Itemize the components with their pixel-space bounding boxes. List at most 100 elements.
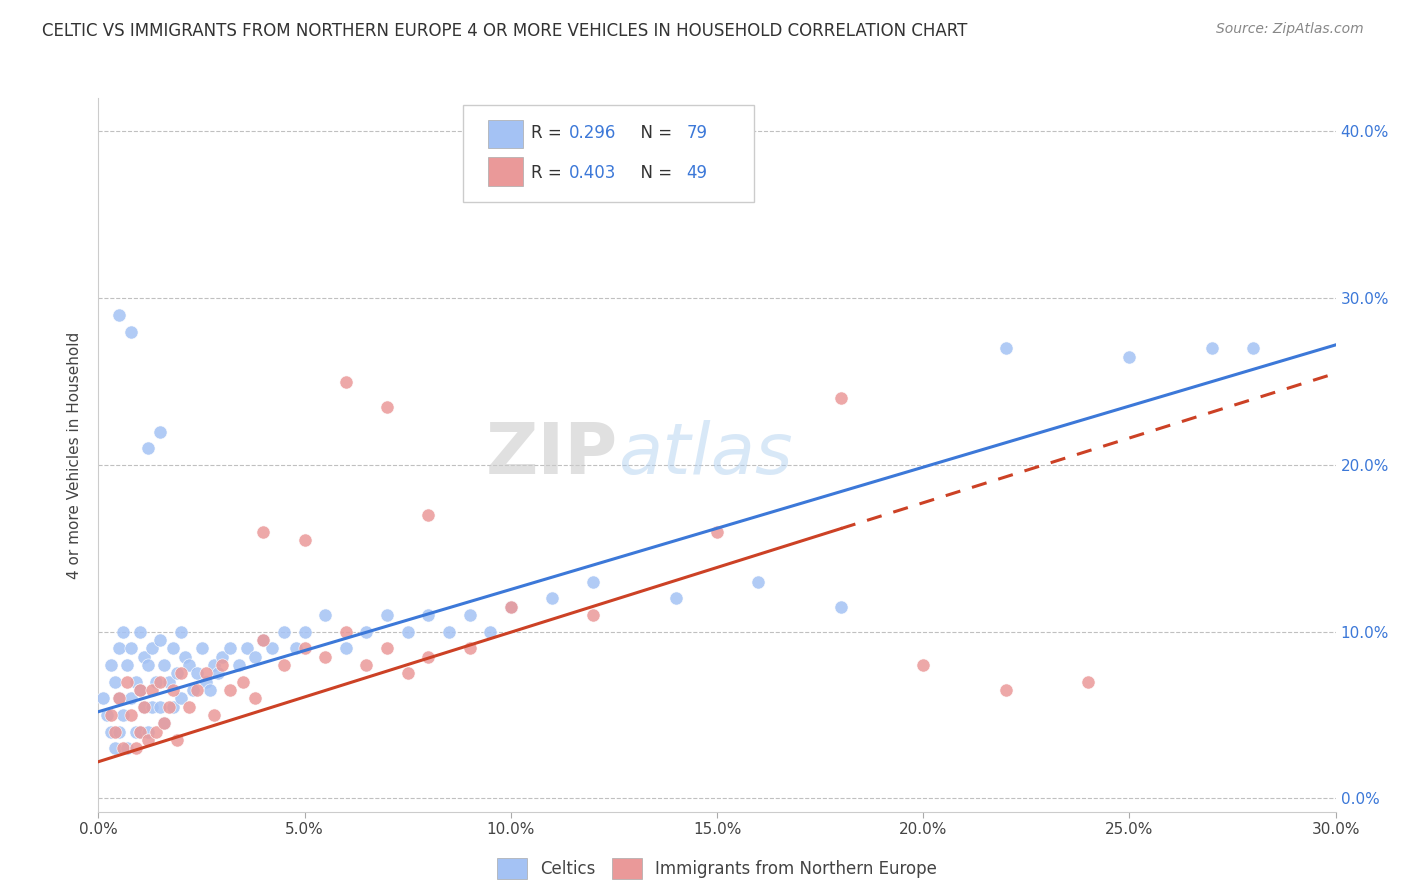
Point [582,574,605,589]
Point [458,641,481,656]
Point [418,607,440,622]
Point [228,658,250,673]
Point [236,641,259,656]
Point [145,674,167,689]
Point [157,699,180,714]
Point [418,508,440,522]
Point [112,708,135,723]
Point [194,674,217,689]
Point [830,599,852,614]
Point [202,708,225,723]
Point [149,425,172,439]
Point [149,674,172,689]
Point [104,724,127,739]
Point [124,741,146,756]
Text: CELTIC VS IMMIGRANTS FROM NORTHERN EUROPE 4 OR MORE VEHICLES IN HOUSEHOLD CORREL: CELTIC VS IMMIGRANTS FROM NORTHERN EUROP… [42,22,967,40]
Point [418,649,440,664]
Point [186,666,208,681]
Point [314,607,336,622]
Point [120,708,142,723]
Text: N =: N = [630,164,678,182]
Point [1077,674,1099,689]
Point [141,641,163,656]
Text: 0.403: 0.403 [568,164,616,182]
Point [207,666,229,681]
Point [166,666,188,681]
Point [136,733,159,747]
FancyBboxPatch shape [488,157,523,186]
Point [396,624,419,639]
Point [108,641,131,656]
Point [100,708,122,723]
Point [294,624,316,639]
Point [153,716,176,731]
Point [665,591,688,606]
Point [132,699,155,714]
FancyBboxPatch shape [488,120,523,148]
Point [375,641,398,656]
Point [179,658,201,673]
Point [104,674,127,689]
Point [499,599,522,614]
Point [124,724,146,739]
Point [1241,341,1264,355]
Point [162,699,184,714]
Point [747,574,769,589]
Point [128,724,150,739]
Point [128,624,150,639]
Point [211,658,233,673]
Point [153,658,176,673]
Point [186,683,208,698]
Point [458,607,481,622]
Y-axis label: 4 or more Vehicles in Household: 4 or more Vehicles in Household [67,331,83,579]
Point [198,683,221,698]
Point [294,641,316,656]
Point [335,375,357,389]
Point [181,683,204,698]
Point [541,591,564,606]
Point [145,724,167,739]
Point [91,691,114,706]
Text: 49: 49 [686,164,707,182]
Point [194,666,217,681]
Point [912,658,935,673]
FancyBboxPatch shape [464,105,754,202]
Point [128,683,150,698]
Point [108,724,131,739]
Point [232,674,254,689]
Point [706,524,728,539]
Point [1118,350,1140,364]
Point [162,683,184,698]
Point [117,741,139,756]
Point [100,658,122,673]
Point [117,674,139,689]
Point [128,683,150,698]
Point [243,649,266,664]
Text: R =: R = [531,124,568,142]
Text: ZIP: ZIP [486,420,619,490]
Point [190,641,212,656]
Point [174,649,197,664]
Point [479,624,502,639]
Point [120,325,142,339]
Point [219,641,242,656]
Point [136,658,159,673]
Point [994,683,1017,698]
Point [994,341,1017,355]
Point [314,649,336,664]
Point [437,624,460,639]
Point [170,666,193,681]
Point [170,691,193,706]
Text: Source: ZipAtlas.com: Source: ZipAtlas.com [1216,22,1364,37]
Point [179,699,201,714]
Point [252,632,274,647]
Point [294,533,316,547]
Point [149,632,172,647]
Point [136,442,159,456]
Point [136,724,159,739]
Point [166,733,188,747]
Point [141,683,163,698]
Point [120,691,142,706]
Point [153,716,176,731]
Point [356,624,378,639]
